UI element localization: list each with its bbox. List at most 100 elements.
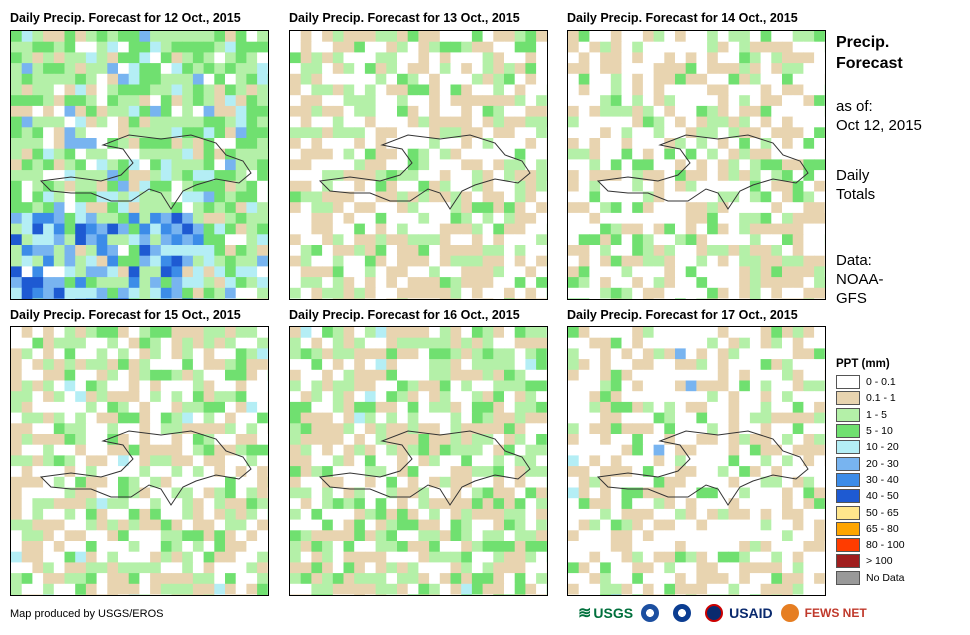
precip-cell	[182, 180, 194, 192]
precip-cell	[728, 498, 740, 510]
precip-cell	[514, 487, 526, 499]
precip-cell	[11, 159, 23, 171]
precip-cell	[493, 391, 505, 403]
precip-cell	[418, 159, 430, 171]
precip-cell	[728, 327, 740, 339]
precip-cell	[685, 31, 697, 43]
precip-cell	[525, 159, 537, 171]
precip-cell	[96, 359, 108, 371]
precip-cell	[21, 466, 33, 478]
precip-cell	[364, 41, 377, 53]
precip-cell	[482, 380, 494, 392]
precip-cell	[589, 191, 601, 203]
precip-cell	[803, 234, 815, 246]
precip-cell	[214, 562, 226, 574]
precip-cell	[53, 359, 65, 371]
precip-cell	[632, 180, 644, 192]
precip-cell	[536, 73, 547, 85]
precip-cell	[53, 255, 65, 267]
precip-cell	[803, 487, 815, 499]
precip-cell	[139, 127, 151, 139]
precip-cell	[578, 337, 590, 349]
precip-cell	[192, 212, 205, 225]
precip-cell	[43, 159, 55, 171]
precip-cell	[792, 63, 804, 75]
precip-cell	[43, 498, 55, 510]
precip-cell	[257, 41, 268, 53]
precip-cell	[311, 348, 323, 360]
precip-cell	[53, 337, 65, 349]
precip-cell	[214, 105, 226, 118]
precip-cell	[214, 369, 226, 381]
precip-cell	[214, 170, 226, 182]
precip-cell	[418, 180, 430, 192]
precip-cell	[21, 508, 33, 521]
precip-cell	[107, 476, 119, 488]
precip-cell	[504, 423, 516, 435]
precip-cell	[782, 180, 794, 192]
precip-cell	[514, 434, 526, 446]
precip-cell	[717, 277, 729, 289]
precip-cell	[11, 212, 23, 225]
precip-cell	[707, 202, 719, 214]
precip-cell	[760, 31, 772, 43]
precip-cell	[75, 148, 87, 160]
precip-cell	[246, 105, 258, 118]
precip-cell	[386, 277, 398, 289]
precip-cell	[610, 159, 622, 171]
precip-cell	[32, 287, 44, 299]
precip-cell	[450, 380, 462, 392]
precip-cell	[257, 391, 268, 403]
precip-cell	[311, 455, 323, 467]
precip-cell	[675, 95, 687, 107]
precip-cell	[632, 359, 644, 371]
legend-label: 80 - 100	[866, 539, 905, 552]
precip-cell	[632, 266, 644, 278]
precip-cell	[782, 202, 794, 214]
precip-cell	[568, 594, 580, 595]
precip-cell	[397, 348, 409, 360]
precip-cell	[43, 148, 55, 160]
precip-cell	[192, 266, 205, 278]
precip-cell	[246, 212, 258, 225]
precip-cell	[439, 519, 451, 531]
precip-cell	[685, 138, 697, 150]
precip-cell	[214, 530, 226, 542]
precip-cell	[32, 63, 44, 75]
precip-cell	[728, 444, 740, 456]
precip-cell	[739, 380, 751, 392]
precip-cell	[450, 391, 462, 403]
precip-cell	[493, 202, 505, 214]
precip-cell	[171, 476, 183, 488]
precip-cell	[482, 245, 494, 257]
precip-cell	[128, 105, 140, 118]
precip-cell	[814, 412, 825, 424]
precip-cell	[322, 170, 334, 182]
precip-cell	[160, 369, 172, 381]
precip-cell	[771, 202, 783, 214]
precip-cell	[782, 519, 794, 531]
precip-cell	[235, 138, 247, 150]
precip-cell	[21, 298, 33, 299]
precip-cell	[300, 434, 312, 446]
precip-cell	[461, 487, 473, 499]
precip-cell	[257, 52, 268, 64]
precip-cell	[568, 476, 580, 488]
precip-cell	[803, 180, 815, 192]
precip-cell	[653, 63, 665, 75]
precip-cell	[311, 266, 323, 278]
precip-cell	[375, 359, 387, 371]
precip-cell	[717, 41, 729, 53]
precip-cell	[696, 148, 708, 160]
precip-cell	[610, 116, 622, 128]
precip-cell	[32, 73, 44, 85]
precip-cell	[717, 266, 729, 278]
precip-cell	[450, 476, 462, 488]
precip-cell	[322, 476, 334, 488]
logo-bar: ≋ USGS USAID FEWS NET	[578, 603, 875, 623]
precip-cell	[343, 359, 355, 371]
precip-cell	[21, 498, 33, 510]
precip-cell	[589, 277, 601, 289]
precip-cell	[525, 234, 537, 246]
precip-cell	[246, 170, 258, 182]
